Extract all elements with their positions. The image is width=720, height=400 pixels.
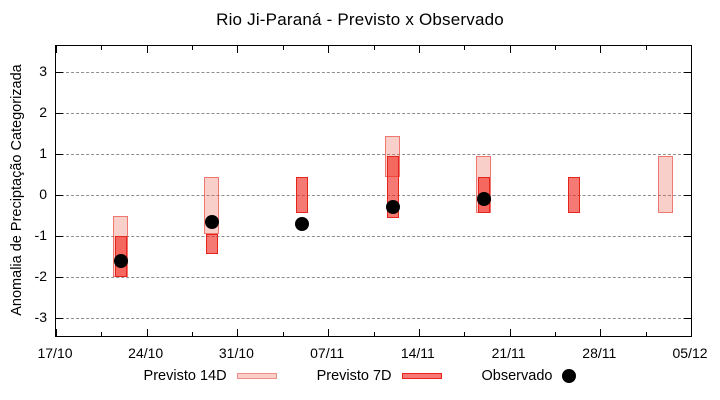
x-tick-label: 21/11: [491, 345, 526, 361]
y-tick-label: 1: [39, 145, 47, 161]
gridline: [56, 154, 691, 155]
legend-observado-dot: [562, 369, 577, 383]
x-tick-mark: [691, 329, 692, 336]
x-minor-tick-mark: [554, 332, 556, 336]
legend-label: Previsto 7D: [316, 368, 392, 384]
x-tick-mark: [509, 329, 511, 336]
legend-label: Previsto 14D: [143, 368, 227, 384]
y-tick-label: 0: [39, 186, 47, 202]
gridline: [56, 318, 691, 319]
x-minor-tick-mark: [464, 332, 466, 336]
y-tick-label: 2: [39, 104, 47, 120]
gridline: [56, 195, 691, 196]
y-tick-label: -3: [34, 309, 47, 325]
legend-entry: Observado: [482, 368, 577, 384]
y-tick-mark: [684, 154, 691, 155]
x-tick-mark: [418, 329, 420, 336]
x-minor-tick-mark: [282, 46, 284, 50]
x-minor-tick-mark: [645, 46, 647, 50]
x-tick-mark: [509, 46, 511, 53]
x-minor-tick-mark: [645, 332, 647, 336]
y-tick-label: -2: [34, 268, 47, 284]
x-tick-mark: [691, 46, 692, 53]
legend-swatch-previsto-14d: [236, 373, 277, 379]
x-minor-tick-mark: [373, 332, 375, 336]
x-minor-tick-mark: [282, 332, 284, 336]
previsto-7d-bar: [205, 233, 218, 255]
observado-point: [476, 192, 491, 207]
x-tick-mark: [328, 329, 330, 336]
y-tick-mark: [56, 195, 63, 196]
y-tick-label: 3: [39, 63, 47, 79]
y-tick-mark: [684, 277, 691, 278]
x-minor-tick-mark: [373, 46, 375, 50]
x-tick-mark: [56, 329, 57, 336]
x-tick-mark: [328, 46, 330, 53]
previsto-14d-bar: [657, 156, 673, 214]
y-tick-mark: [684, 318, 691, 319]
previsto-7d-bar: [568, 176, 581, 214]
observado-point: [113, 253, 128, 268]
y-tick-mark: [684, 113, 691, 114]
y-tick-mark: [56, 154, 63, 155]
x-tick-mark: [237, 46, 239, 53]
observado-point: [385, 200, 400, 215]
y-tick-mark: [684, 72, 691, 73]
gridline: [56, 72, 691, 73]
x-minor-tick-mark: [101, 46, 103, 50]
x-minor-tick-mark: [101, 332, 103, 336]
chart-title: Rio Ji-Paraná - Previsto x Observado: [216, 10, 504, 29]
legend-swatch-previsto-7d: [401, 373, 442, 379]
x-tick-mark: [56, 46, 57, 53]
x-tick-label: 24/10: [128, 345, 164, 361]
legend-entry: Previsto 14D: [144, 368, 277, 384]
legend-label: Observado: [481, 368, 553, 384]
y-tick-mark: [56, 277, 63, 278]
y-tick-mark: [684, 195, 691, 196]
x-minor-tick-mark: [192, 332, 194, 336]
x-tick-mark: [237, 329, 239, 336]
plot-area: [55, 45, 692, 337]
x-tick-mark: [600, 46, 602, 53]
x-minor-tick-mark: [192, 46, 194, 50]
x-minor-tick-mark: [464, 46, 466, 50]
y-tick-label: -1: [34, 227, 47, 243]
observado-point: [204, 214, 219, 229]
previsto-7d-bar: [296, 176, 309, 214]
gridline: [56, 236, 691, 237]
x-tick-mark: [600, 329, 602, 336]
legend-entry: Previsto 7D: [317, 368, 442, 384]
x-tick-mark: [146, 46, 148, 53]
x-tick-mark: [146, 329, 148, 336]
y-tick-mark: [56, 318, 63, 319]
x-tick-label: 17/10: [37, 345, 73, 361]
y-tick-mark: [684, 236, 691, 237]
y-tick-mark: [56, 236, 63, 237]
y-tick-mark: [56, 113, 63, 114]
x-tick-mark: [418, 46, 420, 53]
observado-point: [295, 216, 310, 231]
legend: Previsto 14D Previsto 7D Observado: [0, 368, 720, 384]
x-minor-tick-mark: [554, 46, 556, 50]
y-tick-mark: [56, 72, 63, 73]
x-tick-label: 05/12: [672, 345, 708, 361]
x-tick-label: 31/10: [218, 345, 254, 361]
gridline: [56, 113, 691, 114]
x-tick-label: 14/11: [400, 345, 435, 361]
x-tick-label: 07/11: [310, 345, 345, 361]
x-tick-label: 28/11: [582, 345, 617, 361]
gridline: [56, 277, 691, 278]
